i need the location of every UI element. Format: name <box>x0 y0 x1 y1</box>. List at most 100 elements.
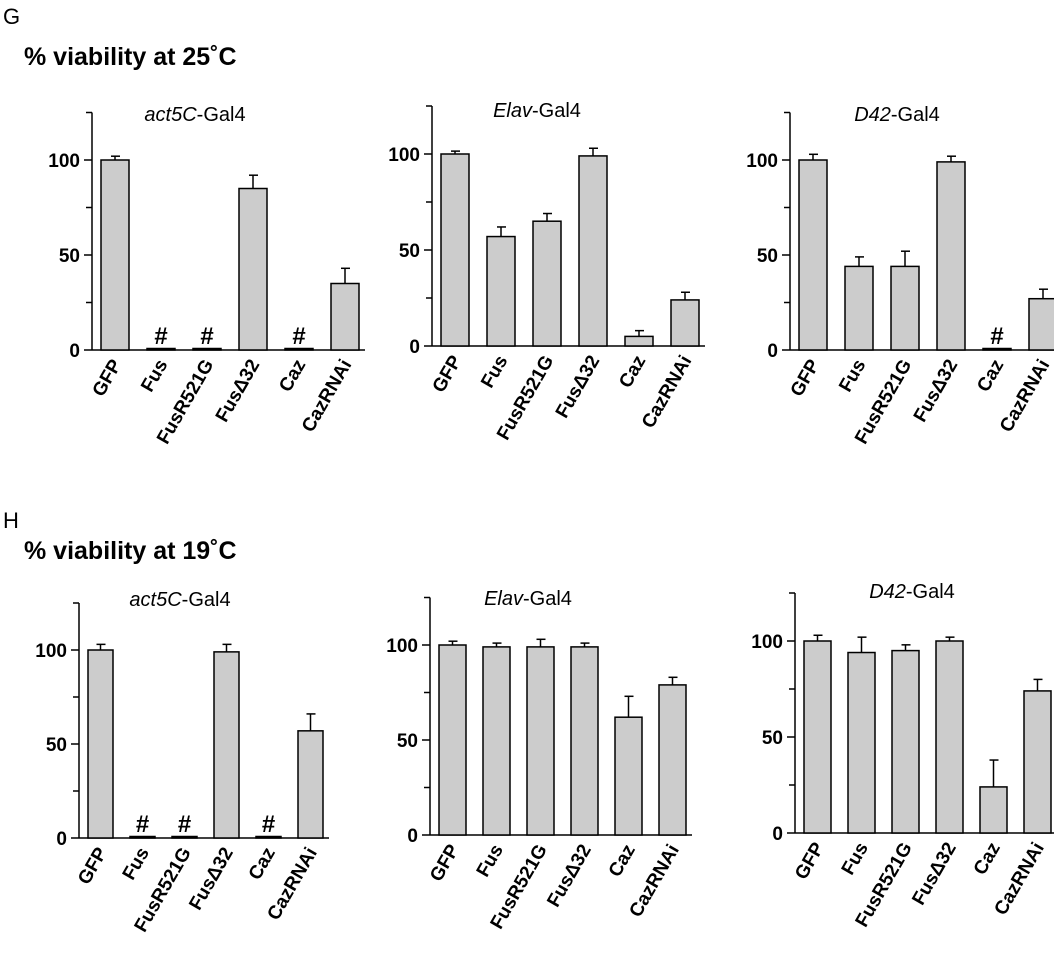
not-viable-marker: # <box>200 323 213 350</box>
chart-title-italic: D42 <box>869 581 906 603</box>
chart-title-rest: -Gal4 <box>197 104 246 126</box>
y-tick-label: 0 <box>409 337 420 358</box>
category-label: Caz <box>245 844 280 884</box>
chart-title-rest: -Gal4 <box>891 104 940 126</box>
category-label: Fus <box>473 841 508 881</box>
category-label: FusΔ32 <box>910 356 962 426</box>
category-label: FusΔ32 <box>552 352 604 422</box>
bar-fusr521g <box>890 265 920 351</box>
category-label: Caz <box>973 356 1008 396</box>
y-tick-label: 100 <box>35 641 67 662</box>
not-viable-marker: # <box>136 811 149 838</box>
category-label: Caz <box>970 839 1005 879</box>
y-tick-label: 50 <box>46 735 67 756</box>
y-tick-label: 100 <box>386 636 418 657</box>
category-label: Fus <box>838 839 873 879</box>
chart-title-rest: -Gal4 <box>182 589 231 611</box>
category-label: GFP <box>426 841 464 886</box>
not-viable-marker: # <box>262 811 275 838</box>
y-tick-label: 100 <box>388 145 420 166</box>
bar-caz <box>255 835 282 839</box>
chart-title-rest: -Gal4 <box>532 100 581 122</box>
chart-title-italic: act5C <box>144 104 197 126</box>
bar-fusr521g <box>171 835 198 839</box>
not-viable-marker: # <box>292 323 305 350</box>
section-title-25c: % viability at 25˚C <box>24 43 237 71</box>
bar-fusδ32 <box>935 640 964 834</box>
chart-title-rest: -Gal4 <box>906 581 955 603</box>
bar-gfp <box>440 153 470 347</box>
category-label: Fus <box>477 352 512 392</box>
category-label: GFP <box>74 844 112 889</box>
bar-cazrnai <box>297 730 324 839</box>
chart-title: act5C-Gal4 <box>144 104 245 126</box>
bar-fus <box>482 646 511 836</box>
bar-cazrnai <box>670 299 700 347</box>
category-label: Caz <box>615 352 650 392</box>
y-tick-label: 50 <box>397 731 418 752</box>
category-label: Caz <box>605 841 640 881</box>
bar-chart-1: act5C-Gal4050100GFP#Fus#FusR521GFusΔ32#C… <box>48 104 365 448</box>
bar-cazrnai <box>1028 297 1054 351</box>
bar-caz <box>982 347 1012 351</box>
bar-fusδ32 <box>936 161 966 351</box>
y-tick-label: 50 <box>399 241 420 262</box>
category-label: GFP <box>787 356 825 401</box>
bar-caz <box>614 716 643 836</box>
y-tick-label: 100 <box>746 151 778 172</box>
y-tick-label: 0 <box>56 829 67 850</box>
bar-fus <box>844 265 874 351</box>
bar-fusr521g <box>532 220 562 347</box>
bar-fusδ32 <box>238 187 268 351</box>
bar-gfp <box>87 649 114 839</box>
bar-fusr521g <box>526 646 555 836</box>
bar-caz <box>284 347 314 351</box>
chart-title: Elav-Gal4 <box>493 100 581 122</box>
bar-fus <box>847 651 876 834</box>
bar-fusr521g <box>891 649 920 834</box>
chart-title-italic: Elav <box>484 588 524 610</box>
chart-title: Elav-Gal4 <box>484 588 572 610</box>
bar-fusr521g <box>192 347 222 351</box>
category-label: GFP <box>791 839 829 884</box>
y-tick-label: 50 <box>757 246 778 267</box>
bar-fus <box>486 235 516 347</box>
bar-fusδ32 <box>570 646 599 836</box>
bar-fusδ32 <box>213 651 240 839</box>
category-label: GFP <box>89 356 127 401</box>
y-tick-label: 50 <box>59 246 80 267</box>
bar-gfp <box>803 640 832 834</box>
bar-chart-4: act5C-Gal4050100GFP#Fus#FusR521GFusΔ32#C… <box>35 589 329 936</box>
category-label: Fus <box>835 356 870 396</box>
category-label: Fus <box>137 356 172 396</box>
y-tick-label: 0 <box>772 824 783 845</box>
chart-title: D42-Gal4 <box>854 104 940 126</box>
not-viable-marker: # <box>990 323 1003 350</box>
y-tick-label: 0 <box>767 341 778 362</box>
bar-caz <box>624 335 654 347</box>
not-viable-marker: # <box>154 323 167 350</box>
bar-gfp <box>438 644 467 836</box>
bar-fus <box>129 835 156 839</box>
chart-title-rest: -Gal4 <box>523 588 572 610</box>
category-label: Caz <box>275 356 310 396</box>
y-tick-label: 0 <box>407 826 418 847</box>
panel-letter-g: G <box>3 4 21 29</box>
bar-cazrnai <box>330 282 360 351</box>
bar-cazrnai <box>658 684 687 836</box>
bar-cazrnai <box>1023 690 1052 834</box>
bar-fus <box>146 347 176 351</box>
y-tick-label: 100 <box>48 151 80 172</box>
panel-letter-h: H <box>3 508 19 533</box>
chart-title-italic: Elav <box>493 100 533 122</box>
y-tick-label: 0 <box>69 341 80 362</box>
chart-title-italic: D42 <box>854 104 891 126</box>
chart-title: act5C-Gal4 <box>129 589 230 611</box>
y-tick-label: 50 <box>762 728 783 749</box>
not-viable-marker: # <box>178 811 191 838</box>
